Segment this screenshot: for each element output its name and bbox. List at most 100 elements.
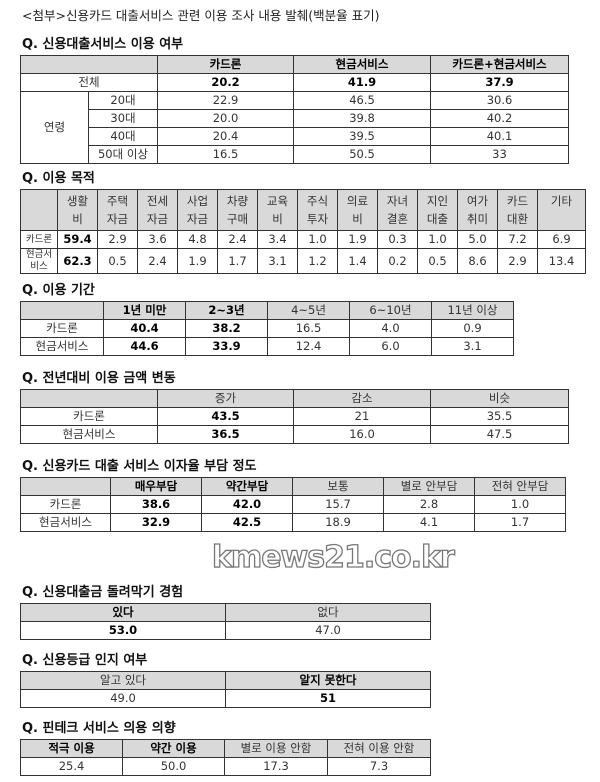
table-cell: 42.0 [201, 495, 293, 514]
table-cell: 3.6 [137, 230, 178, 249]
table-cell: 21 [293, 407, 431, 426]
table-cell: 59.4 [57, 230, 98, 249]
column-header: 차량구매 [217, 189, 258, 231]
header-row: 알고 있다 알지 못한다 [20, 671, 431, 690]
column-header: 현금서비스 [293, 55, 431, 74]
table-cell: 22.9 [157, 91, 294, 110]
table-row: 카드론 43.5 21 35.5 [20, 407, 569, 426]
table-cell: 39.8 [293, 109, 431, 128]
table-cell: 20.4 [157, 127, 294, 146]
column-header: 전혀 이용 안함 [327, 739, 431, 758]
table-cell: 0.5 [417, 248, 458, 274]
section-question: Q. 전년대비 이용 금액 변동 [22, 371, 176, 386]
table-row: 현금서비스 32.9 42.5 18.9 4.1 1.7 [20, 513, 566, 532]
table-cell: 3.1 [257, 248, 298, 274]
header-row: 있다 없다 [20, 603, 431, 622]
table-cell: 50.0 [122, 757, 225, 776]
table-cell: 1.0 [417, 230, 458, 249]
table-row: 49.0 51 [20, 689, 431, 708]
table-row: 카드론 38.6 42.0 15.7 2.8 1.0 [20, 495, 566, 514]
section-question: Q. 이용 목적 [22, 171, 95, 186]
row-label: 현금서비스 [20, 513, 111, 532]
table-cell: 2.9 [97, 230, 138, 249]
table-cell: 13.4 [537, 248, 586, 274]
column-header: 매우부담 [110, 477, 202, 496]
column-header: 11년 이상 [431, 301, 514, 320]
header-row: 적극 이용 약간 이용 별로 이용 안함 전혀 이용 안함 [20, 739, 431, 758]
header-row: 카드론 현금서비스 카드론+현금서비스 [20, 55, 569, 74]
table-cell: 35.5 [430, 407, 569, 426]
table-cell: 8.6 [457, 248, 498, 274]
table-cell: 1.7 [474, 513, 566, 532]
column-header [20, 189, 58, 231]
table-cell: 1.4 [337, 248, 378, 274]
column-header: 별로 이용 안함 [224, 739, 328, 758]
section-question: Q. 신용대출금 돌려막기 경험 [22, 585, 184, 600]
column-header: 알고 있다 [20, 671, 226, 690]
table-cell: 41.9 [293, 73, 431, 92]
table-cell: 50.5 [293, 145, 431, 164]
row-label: 전체 [20, 73, 158, 92]
column-header: 여가취미 [457, 189, 498, 231]
table-cell: 38.6 [110, 495, 202, 514]
table-cell: 17.3 [224, 757, 328, 776]
header-row: 매우부담 약간부담 보통 별로 안부담 전혀 안부담 [20, 477, 566, 496]
row-label: 현금서비스 [20, 248, 58, 274]
table-cell: 5.0 [457, 230, 498, 249]
data-table: 알고 있다 알지 못한다 49.0 51 [20, 671, 431, 708]
row-label: 40대 [88, 127, 158, 146]
column-header: 4~5년 [267, 301, 350, 320]
data-table: 1년 미만 2~3년 4~5년 6~10년 11년 이상 카드론 40.4 38.2 16.5 4… [20, 301, 514, 356]
column-header: 2~3년 [185, 301, 268, 320]
table-cell: 47.0 [225, 621, 431, 640]
table-cell: 20.2 [157, 73, 294, 92]
column-header [20, 477, 111, 496]
survey-section: Q. 이용 기간 1년 미만 2~3년 4~5년 6~10년 11년 이상 카드론 40.4 3… [20, 274, 600, 356]
survey-section: Q. 전년대비 이용 금액 변동 증가 감소 비슷 카드론 43.5 21 35.5 현금서비스… [20, 356, 600, 444]
table-cell: 20.0 [157, 109, 294, 128]
row-label: 50대 이상 [88, 145, 158, 164]
column-header: 적극 이용 [20, 739, 123, 758]
table-cell: 12.4 [267, 337, 350, 356]
data-table: 매우부담 약간부담 보통 별로 안부담 전혀 안부담 카드론 38.6 42.0 15.7 2.8… [20, 477, 566, 532]
table-cell: 1.0 [474, 495, 566, 514]
table-cell: 38.2 [185, 319, 268, 338]
table-cell: 2.9 [497, 248, 538, 274]
table-cell: 0.2 [377, 248, 418, 274]
table-cell: 1.9 [337, 230, 378, 249]
survey-section: Q. 이용 목적 생활비 주택자금 전세자금 사업자금 차량구매 교육비 주식투자 의료비 자녀결… [20, 164, 600, 274]
table-cell: 25.4 [20, 757, 123, 776]
column-header: 지인대출 [417, 189, 458, 231]
row-label: 카드론 [20, 407, 158, 426]
table-cell: 40.4 [103, 319, 186, 338]
column-header: 전세자금 [137, 189, 178, 231]
table-cell: 44.6 [103, 337, 186, 356]
column-header: 전혀 안부담 [474, 477, 566, 496]
column-header: 의료비 [337, 189, 378, 231]
table-row: 현금서비스 62.3 0.5 2.4 1.9 1.7 3.1 1.2 1.4 0.2 0.5 8.6 2… [20, 248, 586, 274]
column-header: 비슷 [430, 389, 569, 408]
row-label: 20대 [88, 91, 158, 110]
table-cell: 18.9 [292, 513, 384, 532]
column-header: 증가 [157, 389, 294, 408]
section-question: Q. 신용카드 대출 서비스 이자율 부담 정도 [22, 459, 257, 474]
row-label: 카드론 [20, 495, 111, 514]
column-header: 별로 안부담 [383, 477, 475, 496]
data-table: 카드론 현금서비스 카드론+현금서비스 전체 20.2 41.9 37.9 연령 20대 22.9… [20, 55, 569, 164]
column-header [20, 301, 104, 320]
column-header: 1년 미만 [103, 301, 186, 320]
column-header [20, 389, 158, 408]
table-cell: 7.2 [497, 230, 538, 249]
column-header: 약간 이용 [122, 739, 225, 758]
table-row: 현금서비스 36.5 16.0 47.5 [20, 425, 569, 444]
table-cell: 4.0 [349, 319, 432, 338]
watermark-logo: kmews21.co.kr [211, 539, 455, 575]
table-cell: 47.5 [430, 425, 569, 444]
column-header: 사업자금 [177, 189, 218, 231]
table-cell: 6.0 [349, 337, 432, 356]
table-cell: 42.5 [201, 513, 293, 532]
column-header: 알지 못한다 [225, 671, 431, 690]
table-cell: 4.1 [383, 513, 475, 532]
table-cell: 32.9 [110, 513, 202, 532]
table-cell: 37.9 [430, 73, 569, 92]
